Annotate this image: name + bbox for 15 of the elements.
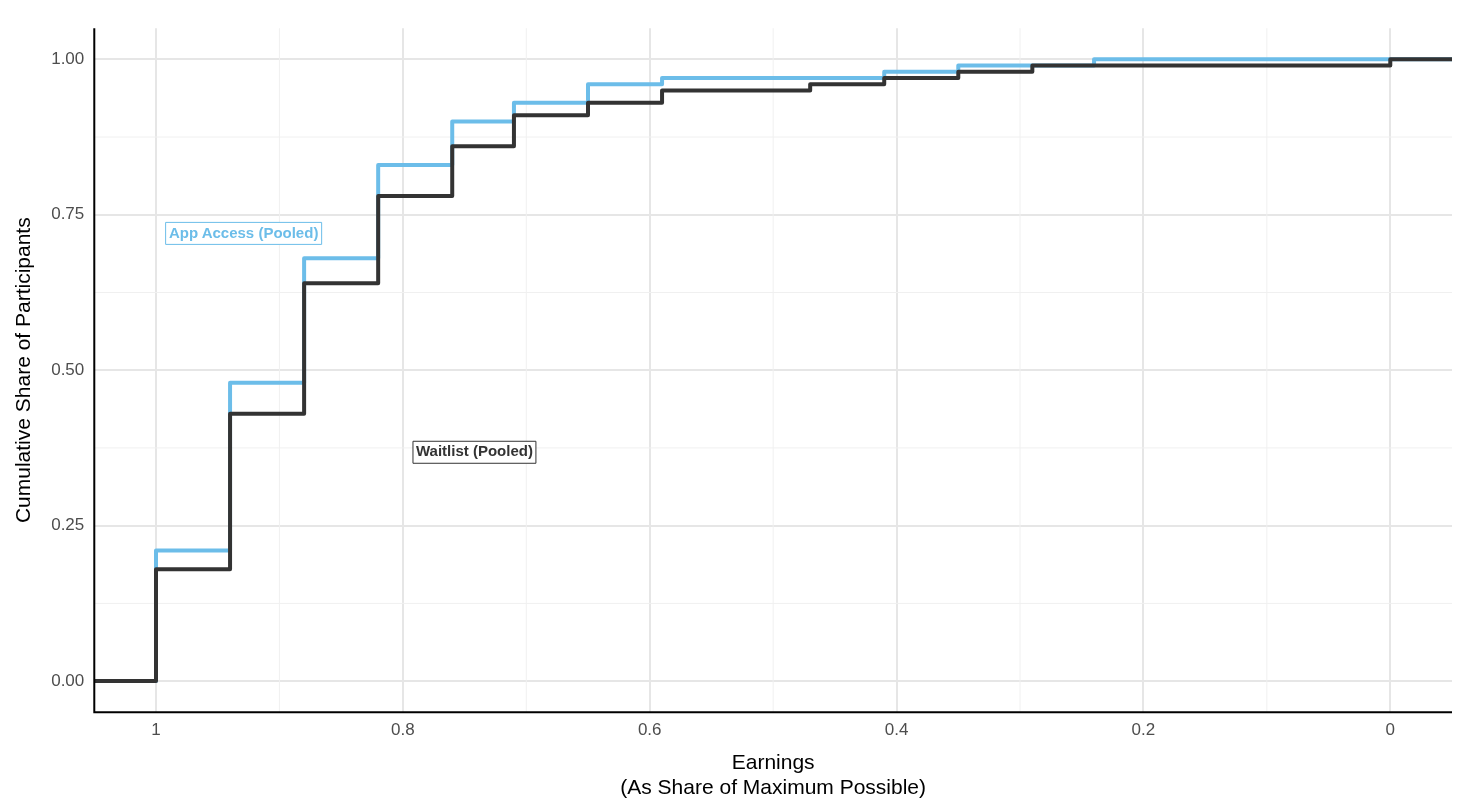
y-tick-label: 0.25: [51, 515, 85, 535]
y-tick-label: 0.75: [51, 204, 85, 224]
x-tick-label: 0.6: [637, 720, 662, 740]
y-tick-label: 0.00: [51, 670, 85, 690]
y-axis-title: Cumulative Share of Participants: [11, 217, 35, 524]
series-label: App Access (Pooled): [168, 223, 319, 241]
x-tick-label: 0: [1385, 720, 1396, 740]
x-tick-label: 0.8: [391, 720, 415, 740]
x-tick-label: 0.4: [884, 720, 909, 740]
y-tick-label: 1.00: [51, 48, 85, 68]
text: Waitlist (Pooled): [415, 442, 533, 460]
x-tick-label: 1: [151, 720, 161, 740]
y-tick-label: 0.50: [51, 359, 85, 379]
x-tick-label: 0.2: [1131, 720, 1156, 740]
x-axis-title: Earnings (As Share of Maximum Possible): [620, 750, 927, 799]
